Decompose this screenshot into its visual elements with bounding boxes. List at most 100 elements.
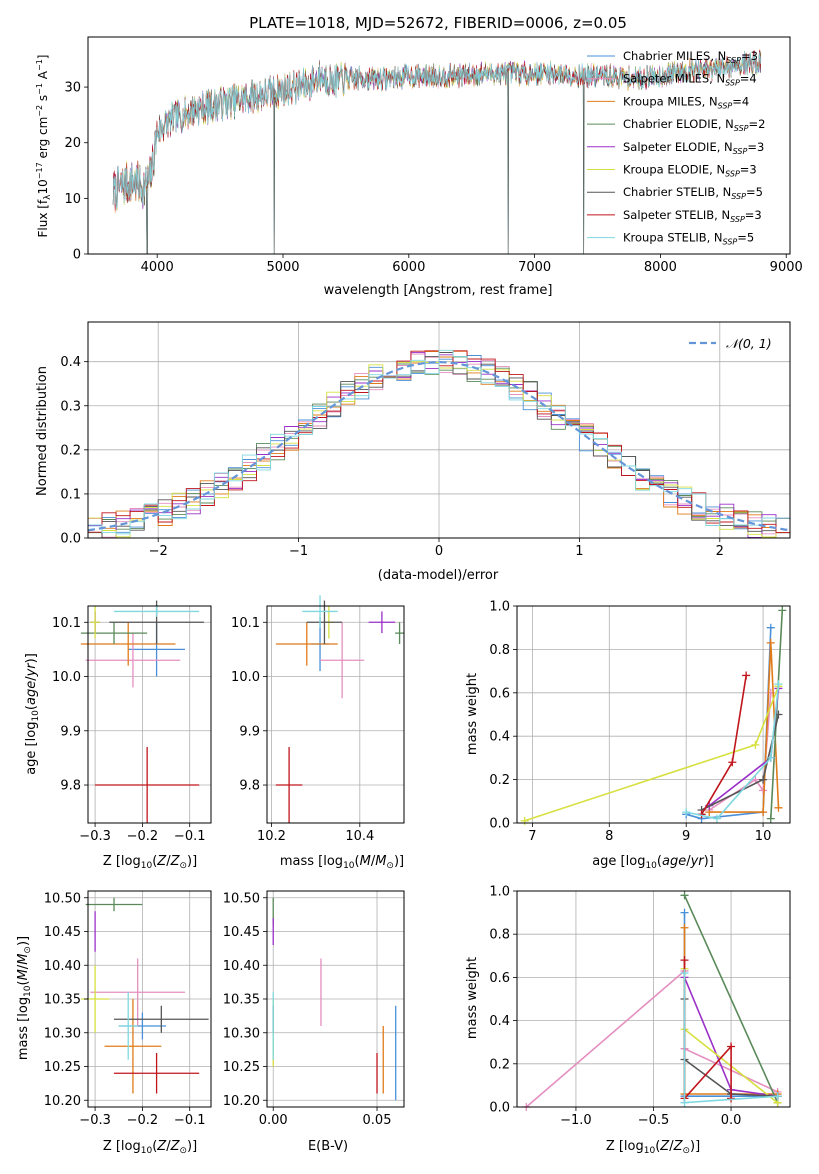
y-tick-label: 10.35: [223, 993, 260, 1008]
data-point: [104, 999, 162, 1094]
weight-marker: [759, 808, 768, 817]
data-point: [302, 595, 338, 628]
data-point: [306, 600, 343, 644]
x-tick-label: −0.3: [79, 1113, 111, 1128]
x-tick-label: −2: [149, 544, 168, 559]
age-vs-mass-plot-area: 10.2 10.4 9.8 9.9 10.0 10.1: [231, 595, 405, 844]
spectrum-panel: PLATE=1018, MJD=52672, FIBERID=0006, z=0…: [35, 14, 803, 298]
data-point: [80, 622, 148, 644]
weight-line: [686, 684, 780, 820]
x-tick-label: 9000: [770, 260, 803, 275]
weight-marker: [766, 638, 775, 647]
y-tick-label: 10: [64, 192, 81, 207]
x-tick-label: −0.3: [79, 829, 111, 844]
y-tick-label: 10.45: [44, 925, 81, 940]
mass-vs-Z-ylabel: mass [log10(M/M⊙)]: [16, 936, 33, 1060]
y-tick-label: 0.4: [60, 355, 81, 370]
y-tick-label: 0.0: [489, 817, 510, 832]
weight-marker: [680, 908, 689, 917]
weight-series: [697, 671, 751, 819]
weight-marker: [774, 803, 783, 812]
x-tick-label: 7: [528, 829, 536, 844]
residuals-plot-area: 𝒩(0, 1) −2 −1 0 1 2 0.0 0.1 0.2 0.3 0.4: [60, 321, 791, 559]
residuals-xlabel: (data-model)/error: [378, 568, 499, 583]
x-tick-label: 10: [755, 829, 772, 844]
weight-line: [683, 894, 779, 1104]
data-point: [95, 747, 200, 823]
y-tick-label: 10.1: [52, 616, 81, 631]
data-point: [275, 747, 303, 823]
spectrum-ylabel: Flux [fλ10−17 erg cm−2 s−1 A−1]: [35, 55, 53, 238]
y-tick-label: 9.9: [239, 724, 260, 739]
y-tick-label: 0.2: [60, 443, 81, 458]
weight-vs-age-panel: mass weight age [log10(age/yr)] 7 8 9 10 0.0…: [465, 600, 791, 871]
x-tick-label: 0.0: [721, 1113, 742, 1128]
x-tick-label: −0.2: [127, 829, 159, 844]
x-tick-label: −1.0: [560, 1113, 592, 1128]
data-point: [118, 992, 138, 1060]
y-tick-label: 9.8: [60, 779, 81, 794]
weight-marker: [778, 606, 787, 615]
weight-series: [682, 623, 775, 823]
weight-vs-Z-xlabel: Z [log10(Z/Z⊙)]: [606, 1139, 700, 1156]
y-tick-label: 0.4: [489, 1014, 510, 1029]
data-point: [114, 1005, 209, 1033]
axes-frame: [87, 36, 791, 255]
data-point: [275, 622, 338, 666]
data-point: [85, 633, 181, 688]
y-tick-label: 0.2: [489, 1057, 510, 1072]
weight-marker: [742, 671, 751, 680]
data-point: [320, 622, 365, 699]
legend-entry: Chabrier MILES, NSSP=3: [623, 49, 758, 65]
legend-entry: Salpeter ELODIE, NSSP=3: [623, 140, 764, 156]
mass-vs-EBV-xlabel: E(B-V): [308, 1139, 348, 1154]
histogram-step: [88, 349, 790, 537]
x-tick-label: 4000: [141, 260, 174, 275]
y-tick-label: 10.35: [44, 993, 81, 1008]
y-tick-label: 10.20: [223, 1094, 260, 1109]
data-point: [114, 1053, 200, 1094]
weight-series: [522, 966, 782, 1111]
y-tick-label: 1.0: [489, 885, 510, 900]
residuals-panel: Normed distribution (data-model)/error 𝒩…: [35, 321, 791, 583]
data-point: [395, 622, 404, 644]
weight-marker: [751, 740, 760, 749]
y-tick-label: 0.1: [60, 487, 81, 502]
y-tick-label: 10.30: [223, 1026, 260, 1041]
y-tick-label: 10.25: [44, 1060, 81, 1075]
x-tick-label: 5000: [266, 260, 299, 275]
data-point: [90, 606, 100, 639]
residuals-ylabel: Normed distribution: [35, 366, 50, 496]
weight-vs-Z-panel: mass weight Z [log10(Z/Z⊙)] −1.0 −0.5 0.0 0…: [465, 885, 791, 1156]
x-tick-label: −0.1: [174, 829, 206, 844]
histogram-group: [88, 349, 790, 538]
weight-marker: [712, 814, 721, 823]
spectrum-line: [112, 51, 762, 209]
legend-entry: Kroupa MILES, NSSP=4: [623, 94, 749, 110]
y-tick-label: 1.0: [489, 600, 510, 615]
y-tick-label: 10.50: [223, 891, 260, 906]
y-tick-label: 0.8: [489, 928, 510, 943]
mass-vs-Z-plot-area: −0.3 −0.2 −0.1 10.20 10.25 10.30 10.35 10.40 10.…: [44, 890, 212, 1128]
age-vs-mass-xlabel: mass [log10(M/M⊙)]: [280, 854, 404, 871]
weight-marker: [728, 758, 737, 767]
y-tick-label: 10.0: [52, 670, 81, 685]
weight-marker: [520, 816, 529, 825]
spectrum-plot-area: Chabrier MILES, NSSP=3 Salpeter MILES, NS…: [64, 36, 803, 275]
x-tick-label: 8: [605, 829, 613, 844]
x-tick-label: −0.2: [127, 1113, 159, 1128]
age-vs-Z-panel: age [log10(age/yr)] Z [log10(Z/Z⊙)] −0.3…: [24, 600, 212, 871]
age-vs-Z-plot-area: −0.3 −0.2 −0.1 9.8 9.9 10.0 10.1: [52, 600, 212, 844]
x-tick-label: 0.00: [259, 1113, 288, 1128]
y-tick-label: 0.2: [489, 773, 510, 788]
y-tick-label: 0.6: [489, 971, 510, 986]
weight-line: [525, 969, 778, 1108]
data-point: [368, 611, 396, 634]
age-vs-Z-xlabel: Z [log10(Z/Z⊙)]: [103, 854, 197, 871]
legend-entry: Kroupa ELODIE, NSSP=3: [623, 163, 757, 179]
weight-marker: [727, 1042, 736, 1051]
spectrum-title: PLATE=1018, MJD=52672, FIBERID=0006, z=0…: [249, 14, 627, 32]
weight-vs-age-plot-area: 7 8 9 10 0.0 0.2 0.4 0.6 0.8 1.0: [489, 600, 791, 844]
weight-marker: [680, 891, 689, 900]
